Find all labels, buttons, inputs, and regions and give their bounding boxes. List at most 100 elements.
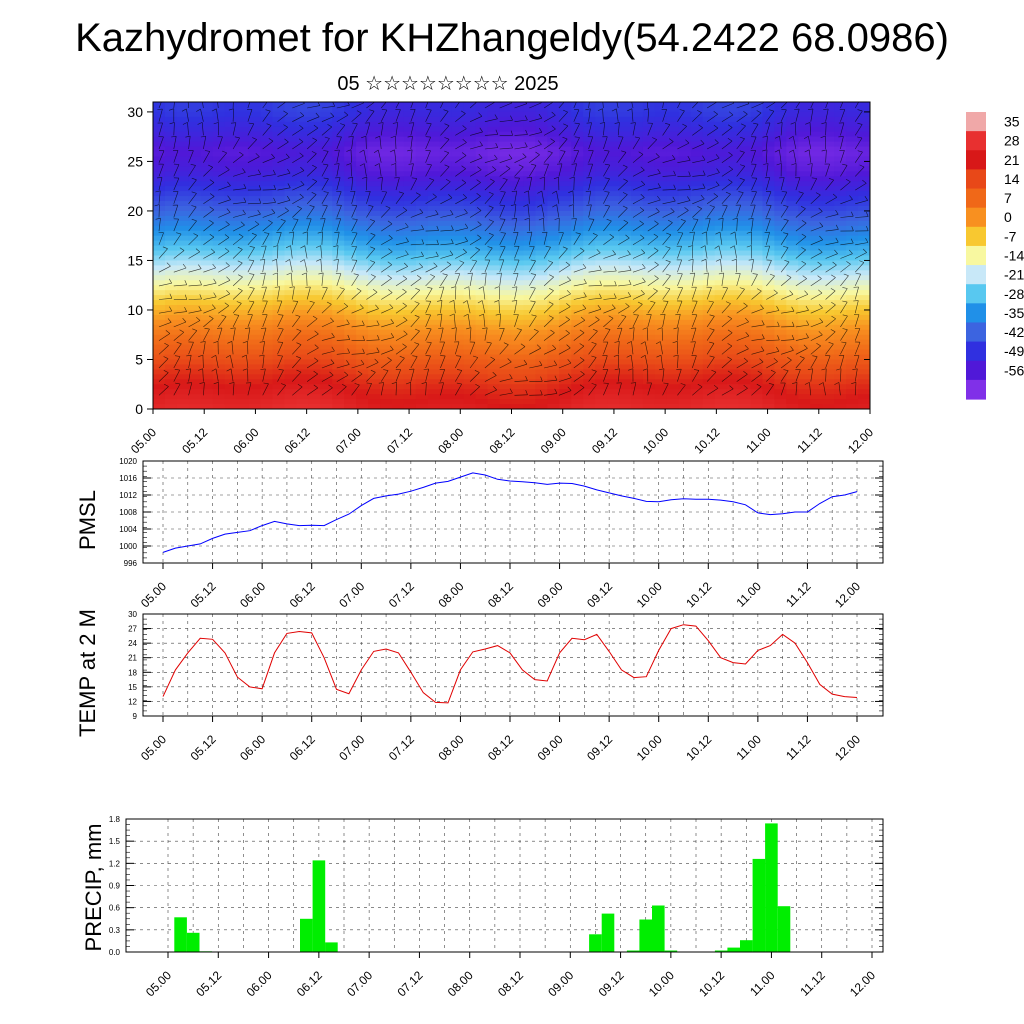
heatmap-cell (619, 270, 632, 276)
heatmap-cell (523, 364, 536, 370)
heatmap-cell (284, 379, 297, 385)
heatmap-cell (320, 250, 333, 257)
heatmap-cell (834, 240, 847, 247)
heatmap-cell (726, 394, 740, 400)
heatmap-cell (702, 369, 716, 375)
heatmap-cell (320, 285, 333, 291)
heatmap-cell (320, 141, 333, 148)
heatmap-cell (786, 275, 799, 281)
heatmap-cell (511, 265, 525, 271)
wind-barb (499, 313, 501, 327)
heatmap-cell (607, 300, 620, 306)
wind-barb-flag (179, 247, 185, 251)
heatmap-cell (702, 265, 716, 271)
heatmap-cell (858, 285, 870, 291)
heatmap-cell (212, 186, 226, 192)
wind-barb (262, 273, 266, 286)
heatmap-cell (392, 141, 405, 148)
heatmap-cell (595, 116, 608, 123)
heatmap-cell (392, 245, 405, 252)
wind-barb-flag (563, 123, 569, 127)
heatmap-cell (511, 102, 525, 108)
heatmap-cell (774, 324, 787, 331)
heatmap-cell (702, 309, 716, 316)
heatmap-cell (642, 106, 656, 113)
heatmap-cell (714, 339, 728, 346)
wind-barb (292, 316, 301, 328)
heatmap-cell (798, 166, 811, 172)
heatmap-cell (786, 255, 799, 262)
wind-barb (366, 351, 380, 355)
heatmap-cell (786, 260, 799, 266)
wind-barb-flag (226, 276, 231, 281)
heatmap-cell (332, 121, 345, 128)
heatmap-cell (344, 255, 357, 262)
heatmap-cell (248, 295, 262, 301)
heatmap-cell (499, 309, 513, 316)
wind-barb (158, 322, 172, 328)
heatmap-cell (392, 116, 405, 123)
heatmap-cell (726, 102, 740, 108)
heatmap-cell (308, 285, 321, 291)
heatmap-cell (272, 146, 286, 153)
heatmap-cell (523, 339, 536, 346)
heatmap-cell (284, 285, 297, 291)
heatmap-cell (439, 201, 453, 207)
wind-barb-flag (259, 354, 265, 357)
heatmap-cell (427, 394, 441, 400)
heatmap-cell (356, 404, 369, 409)
heatmap-cell (714, 230, 728, 237)
heatmap-cell (631, 181, 644, 187)
heatmap-cell (690, 334, 704, 341)
heatmap-cell (810, 270, 823, 276)
heatmap-cell (356, 379, 369, 385)
wind-barb-flag (475, 97, 479, 100)
heatmap-cell (714, 364, 728, 370)
wind-barb-flag (198, 306, 202, 311)
heatmap-cell (308, 116, 321, 123)
heatmap-cell (607, 245, 620, 252)
heatmap-cell (296, 181, 309, 187)
heatmap-cell (822, 240, 835, 247)
heatmap-cell (631, 265, 644, 271)
heatmap-cell (499, 186, 513, 192)
heatmap-cell (619, 235, 632, 242)
wind-barb (336, 245, 339, 259)
heatmap-cell (774, 295, 787, 301)
wind-barb (292, 358, 302, 369)
wind-barb-flag (571, 163, 577, 165)
heatmap-cell (344, 201, 357, 207)
heatmap-cell (439, 290, 453, 296)
heatmap-cell (392, 240, 405, 247)
heatmap-cell (451, 220, 465, 227)
wind-barb (395, 193, 404, 204)
heatmap-cell (714, 201, 728, 207)
wind-barb (350, 163, 352, 177)
heatmap-cell (678, 250, 692, 257)
heatmap-cell (392, 319, 405, 326)
heatmap-cell (690, 146, 704, 153)
heatmap-cell (666, 245, 680, 252)
wind-barb (440, 327, 444, 341)
heatmap-cell (487, 260, 501, 266)
heatmap-cell (403, 106, 417, 113)
heatmap-cell (308, 399, 321, 405)
heatmap-cell (212, 121, 226, 128)
heatmap-cell (236, 334, 250, 341)
wind-barb (469, 386, 480, 396)
heatmap-cell (654, 329, 668, 336)
wind-barb-flag (551, 111, 556, 116)
heatmap-cell (690, 265, 704, 271)
heatmap-cell (320, 205, 333, 212)
heatmap-cell (846, 275, 859, 281)
heatmap-cell (571, 295, 584, 301)
heatmap-cell (308, 146, 321, 153)
heatmap-cell (642, 399, 656, 405)
heatmap-cell (666, 305, 680, 311)
heatmap-cell (272, 196, 286, 202)
heatmap-cell (559, 205, 572, 212)
heatmap-cell (607, 394, 620, 400)
heatmap-cell (188, 319, 202, 326)
heatmap-cell (176, 191, 190, 197)
heatmap-cell (583, 285, 596, 291)
